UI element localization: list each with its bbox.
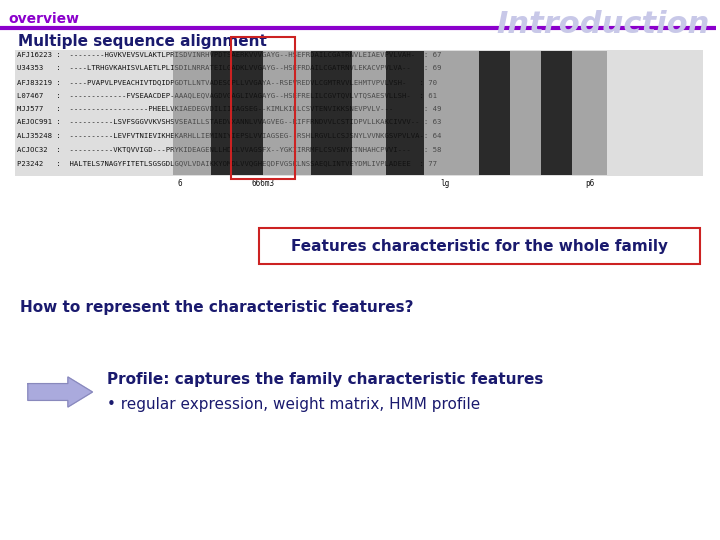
FancyBboxPatch shape — [263, 51, 311, 174]
Text: lg: lg — [441, 179, 449, 188]
FancyBboxPatch shape — [387, 51, 424, 174]
FancyBboxPatch shape — [541, 51, 572, 174]
FancyBboxPatch shape — [174, 51, 211, 174]
Text: overview: overview — [8, 12, 79, 26]
FancyBboxPatch shape — [572, 51, 607, 174]
Text: MJJ577   :  ------------------PHEELVKIAEDEGVDILIIIAGSEG--KIMLKILLCSVTENVIKKSNEVP: MJJ577 : ------------------PHEELVKIAEDEG… — [17, 106, 441, 112]
Text: 6: 6 — [178, 179, 182, 188]
FancyBboxPatch shape — [15, 50, 703, 176]
Text: ACJOC32  :  ----------VKTQVVIGD---PRYKIDEAGENLLHDLLVVAGSFX--YGKIIRRMFLCSVSNYCTNH: ACJOC32 : ----------VKTQVVIGD---PRYKIDEA… — [17, 146, 441, 152]
Text: U34353   :  ----LTRHGVKAHISVLAETLPLISDILNRRATEILGADKLVVGAYG--HSEFRDAILCGATRNVLEK: U34353 : ----LTRHGVKAHISVLAETLPLISDILNRR… — [17, 65, 441, 71]
Text: ALJ35248 :  ----------LEVFVTNIEVIKHEKARHLLIEMINIYIEPSLVVIAGSEG--RSHLRGVLLCSJSNYL: ALJ35248 : ----------LEVFVTNIEVIKHEKARHL… — [17, 133, 441, 139]
Text: L07467   :  -------------FVSEAACDEP-AAAQLEQVAGDVGAGLIVAGAYG--HSEFRELILCGVTQVLVTQ: L07467 : -------------FVSEAACDEP-AAAQLEQ… — [17, 92, 437, 98]
Text: Profile: captures the family characteristic features: Profile: captures the family characteris… — [107, 372, 544, 387]
FancyBboxPatch shape — [211, 51, 263, 174]
Text: AEJOC991 :  ----------LSVFSGGVVKVSHSVSEAILLSTAEDVXANNLVVAGVEG--RIFFRNDVVLCSTIDPV: AEJOC991 : ----------LSVFSGGVVKVSHSVSEAI… — [17, 119, 441, 125]
Text: Features characteristic for the whole family: Features characteristic for the whole fa… — [291, 239, 667, 253]
Text: P23242   :  HALTELS7NAGYFITETLSGSGDLGQVLVDAIKKYOMDLVVQGHEQDFVGSKLNSSAEQLINTVEYDM: P23242 : HALTELS7NAGYFITETLSGSGDLGQVLVDA… — [17, 160, 437, 166]
Text: How to represent the characteristic features?: How to represent the characteristic feat… — [20, 300, 413, 315]
Text: p6: p6 — [585, 179, 594, 188]
Text: Introduction: Introduction — [497, 10, 710, 39]
FancyBboxPatch shape — [311, 51, 352, 174]
FancyBboxPatch shape — [352, 51, 387, 174]
Text: AFJ83219 :  ----PVAPVLPVEACHIVTDQIDPGDTLLNTVADESCPLLVVGAYA--RSEVREDVLCGMTRVVLEHM: AFJ83219 : ----PVAPVLPVEACHIVTDQIDPGDTLL… — [17, 79, 437, 85]
Text: Multiple sequence alignment: Multiple sequence alignment — [18, 34, 267, 49]
Text: AFJ16223 :  --------HGVKVEVSVLAKTLPRISDVINRHVPDTSAERKVVVGAYG--HSEFRDAILCGATRNVLE: AFJ16223 : --------HGVKVEVSVLAKTLPRISDVI… — [17, 52, 441, 58]
Text: • regular expression, weight matrix, HMM profile: • regular expression, weight matrix, HMM… — [107, 397, 481, 412]
Polygon shape — [28, 377, 92, 407]
Text: 666m3: 666m3 — [251, 179, 274, 188]
FancyBboxPatch shape — [258, 228, 700, 264]
FancyBboxPatch shape — [424, 51, 480, 174]
FancyBboxPatch shape — [480, 51, 510, 174]
FancyBboxPatch shape — [510, 51, 541, 174]
